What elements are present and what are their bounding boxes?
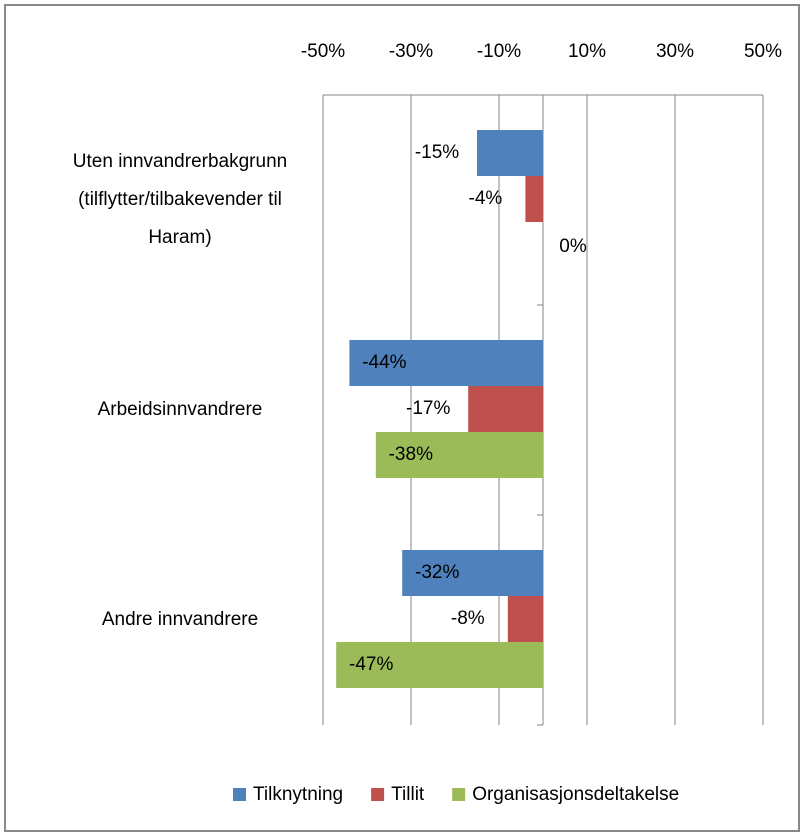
data-label: -15%: [415, 142, 459, 163]
x-tick-label: 50%: [744, 41, 782, 62]
bar: [477, 130, 543, 176]
x-tick-label: -30%: [389, 41, 433, 62]
data-label: -4%: [469, 188, 503, 209]
bar: [349, 340, 543, 386]
y-tick-label: Uten innvandrerbakgrunn (tilflytter/tilb…: [72, 151, 288, 248]
legend-swatch: [371, 788, 385, 801]
bar: [402, 550, 543, 596]
data-label: -44%: [362, 352, 406, 373]
data-label: 0%: [559, 236, 587, 257]
bar: [375, 432, 543, 478]
data-label: -47%: [349, 654, 393, 675]
y-tick-label: Andre innvandrere: [101, 609, 259, 630]
legend-swatch: [233, 788, 246, 801]
data-label: -17%: [406, 398, 450, 419]
frame-border: [4, 4, 800, 832]
bar: [525, 176, 543, 222]
data-label: -32%: [415, 562, 459, 583]
x-tick-label: -50%: [301, 41, 345, 62]
data-label: -38%: [389, 444, 433, 465]
legend-label: Organisasjonsdeltakelse: [472, 784, 679, 805]
legend-label: Tillit: [391, 784, 425, 805]
legend-label: Tilknytning: [253, 784, 343, 805]
x-tick-label: 30%: [656, 41, 694, 62]
x-tick-label: -10%: [477, 41, 521, 62]
x-tick-label: 10%: [568, 41, 606, 62]
bar: [468, 386, 543, 432]
data-label: -8%: [451, 608, 485, 629]
bar: [507, 596, 543, 642]
bar: [336, 642, 543, 688]
legend-swatch: [452, 788, 466, 801]
y-tick-label: Arbeidsinnvandrere: [97, 399, 263, 420]
